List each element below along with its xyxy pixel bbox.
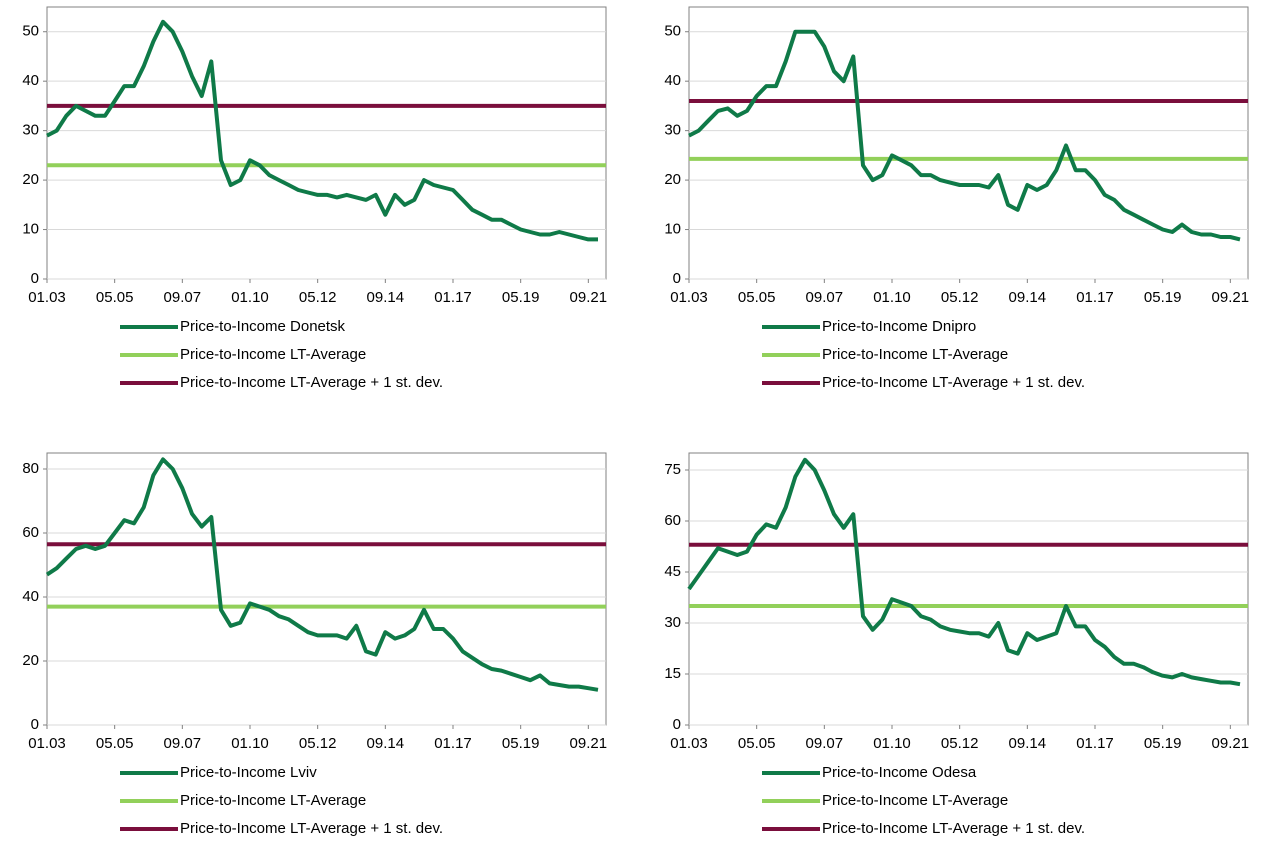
x-tick-label: 09.21 <box>570 289 608 306</box>
y-tick-label: 45 <box>664 563 681 580</box>
chart: 0 10 20 30 40 50 01.03 05.05 09.07 01.10 05.12 09.1… <box>22 6 608 391</box>
legend-label: Price-to-Income LT-Average <box>822 792 1008 809</box>
x-tick-label: 05.19 <box>1144 289 1182 306</box>
plot-area <box>688 6 1249 280</box>
y-tick-label: 10 <box>664 221 681 238</box>
plot-area <box>688 452 1249 726</box>
x-tick-label: 01.10 <box>873 735 911 752</box>
x-tick-label: 09.14 <box>367 289 405 306</box>
y-tick-label: 20 <box>22 652 39 669</box>
y-tick-label: 15 <box>664 665 681 682</box>
x-tick-label: 05.12 <box>299 735 337 752</box>
x-tick-label: 09.14 <box>1009 289 1047 306</box>
x-tick-label: 05.05 <box>96 735 134 752</box>
y-tick-label: 40 <box>664 72 681 89</box>
y-tick-label: 30 <box>22 122 39 139</box>
x-tick-label: 05.19 <box>1144 735 1182 752</box>
x-tick-label: 05.12 <box>299 289 337 306</box>
y-tick-label: 10 <box>22 221 39 238</box>
y-tick-label: 20 <box>664 171 681 188</box>
y-tick-label: 60 <box>664 512 681 529</box>
legend-label: Price-to-Income Odesa <box>822 764 977 781</box>
data-line <box>45 457 599 692</box>
legend-label: Price-to-Income LT-Average <box>180 792 366 809</box>
data-line <box>687 457 1241 687</box>
x-tick-label: 09.21 <box>570 735 608 752</box>
x-tick-label: 05.19 <box>502 735 540 752</box>
x-tick-label: 01.10 <box>873 289 911 306</box>
y-tick-label: 0 <box>673 716 681 733</box>
x-tick-label: 01.03 <box>28 289 66 306</box>
x-tick-label: 05.12 <box>941 735 979 752</box>
legend-label: Price-to-Income LT-Average + 1 st. dev. <box>180 374 443 391</box>
x-tick-label: 01.10 <box>231 289 269 306</box>
x-tick-label: 05.05 <box>738 289 776 306</box>
x-tick-label: 05.19 <box>502 289 540 306</box>
x-tick-label: 05.12 <box>941 289 979 306</box>
x-tick-label: 09.14 <box>367 735 405 752</box>
x-tick-label: 01.03 <box>28 735 66 752</box>
legend-label: Price-to-Income LT-Average + 1 st. dev. <box>822 820 1085 837</box>
legend-label: Price-to-Income Donetsk <box>180 318 346 335</box>
y-tick-label: 60 <box>22 524 39 541</box>
y-tick-label: 0 <box>31 270 39 287</box>
legend-label: Price-to-Income Lviv <box>180 764 317 781</box>
legend-label: Price-to-Income Dnipro <box>822 318 976 335</box>
plot-area <box>46 452 607 726</box>
legend-label: Price-to-Income LT-Average + 1 st. dev. <box>822 374 1085 391</box>
x-tick-label: 01.17 <box>1076 735 1114 752</box>
x-tick-label: 09.07 <box>164 289 202 306</box>
y-tick-label: 30 <box>664 614 681 631</box>
x-tick-label: 09.07 <box>806 289 844 306</box>
x-tick-label: 09.07 <box>806 735 844 752</box>
x-tick-label: 05.05 <box>738 735 776 752</box>
x-tick-label: 01.17 <box>434 735 472 752</box>
y-tick-label: 30 <box>664 122 681 139</box>
legend-label: Price-to-Income LT-Average + 1 st. dev. <box>180 820 443 837</box>
chart: 0 20 40 60 80 01.03 05.05 09.07 01.10 05.12 09.14 0… <box>22 452 608 837</box>
legend-label: Price-to-Income LT-Average <box>822 346 1008 363</box>
x-tick-label: 01.17 <box>1076 289 1114 306</box>
y-tick-label: 0 <box>673 270 681 287</box>
y-tick-label: 50 <box>22 23 39 40</box>
x-tick-label: 01.10 <box>231 735 269 752</box>
x-tick-label: 09.21 <box>1212 289 1250 306</box>
legend-label: Price-to-Income LT-Average <box>180 346 366 363</box>
x-tick-label: 09.14 <box>1009 735 1047 752</box>
y-tick-label: 75 <box>664 461 681 478</box>
plot-area <box>46 6 607 280</box>
x-tick-label: 01.03 <box>670 289 708 306</box>
data-line <box>688 29 1241 242</box>
x-tick-label: 09.07 <box>164 735 202 752</box>
y-tick-label: 40 <box>22 588 39 605</box>
chart: 0 10 20 30 40 50 01.03 05.05 09.07 01.10 05.12 09.1… <box>664 6 1250 391</box>
data-line <box>46 19 598 242</box>
x-tick-label: 01.17 <box>434 289 472 306</box>
chart: 0 15 30 45 60 75 01.03 05.05 09.07 01.10 05.12 09.1… <box>664 452 1250 837</box>
y-tick-label: 50 <box>664 23 681 40</box>
y-tick-label: 40 <box>22 72 39 89</box>
x-tick-label: 05.05 <box>96 289 134 306</box>
y-tick-label: 80 <box>22 460 39 477</box>
y-tick-label: 20 <box>22 171 39 188</box>
x-tick-label: 09.21 <box>1212 735 1250 752</box>
x-tick-label: 01.03 <box>670 735 708 752</box>
y-tick-label: 0 <box>31 716 39 733</box>
